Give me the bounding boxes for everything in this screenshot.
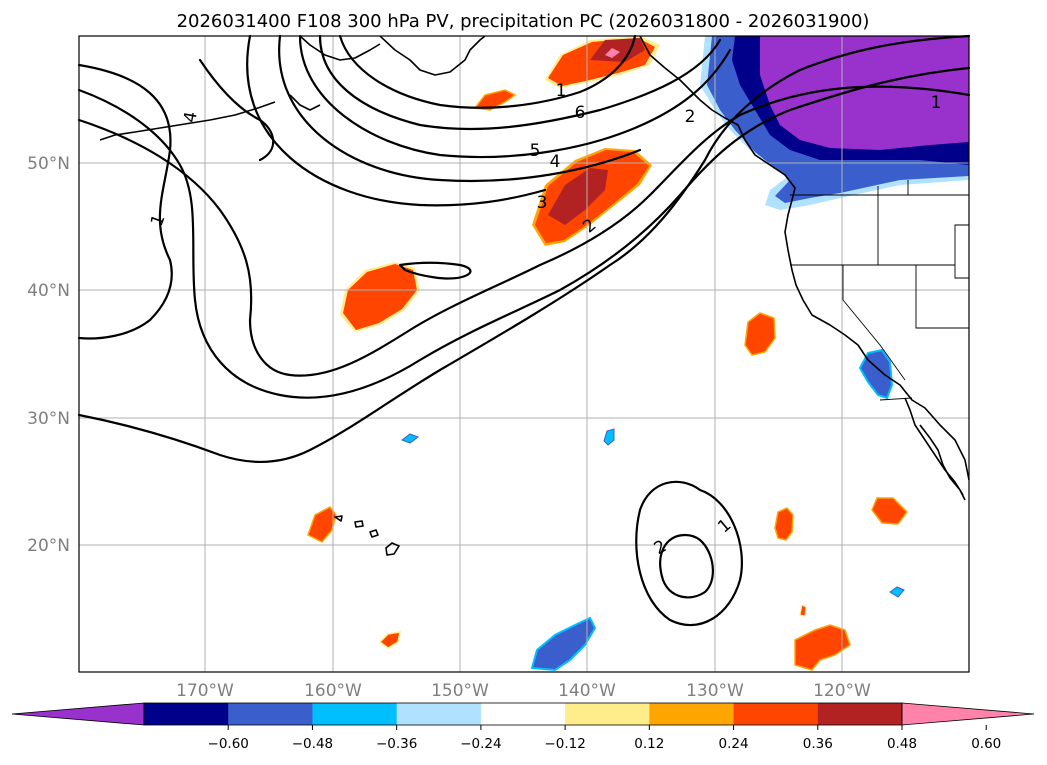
- lat-label: 40°N: [27, 281, 70, 301]
- lat-label: 50°N: [27, 154, 70, 174]
- colorbar-tick-label: 0.60: [971, 736, 1001, 752]
- coastlines: [99, 35, 970, 556]
- colorbar-segment: [649, 703, 735, 725]
- colorbar-segment: [565, 703, 650, 725]
- positive-precip-blob-tiny-s: [799, 604, 807, 617]
- contour-label: 3: [537, 193, 548, 213]
- colorbar-segment: [733, 703, 819, 725]
- contour-label: 2: [685, 107, 696, 127]
- contour-label: 1: [931, 93, 942, 113]
- map-frame: [78, 35, 970, 673]
- positive-precip-blob-tiny-sw: [378, 631, 401, 649]
- contour-label: 4: [180, 110, 202, 124]
- negative-precip-blob-tiny2: [603, 428, 615, 446]
- colorbar-tick-label: −0.36: [376, 736, 417, 752]
- lon-label: 140°W: [558, 681, 616, 701]
- latitude-labels: 50°N 40°N 30°N 20°N: [27, 154, 70, 556]
- lon-label: 160°W: [304, 681, 362, 701]
- lon-label: 120°W: [813, 681, 871, 701]
- positive-precip-blob-hawaii: [307, 506, 337, 543]
- colorbar-extend-high: [901, 702, 1035, 726]
- positive-precip-blob-east-small: [744, 312, 776, 356]
- lon-label: 170°W: [176, 681, 234, 701]
- positive-precip-blob-west: [340, 262, 420, 332]
- colorbar-tick-label: 0.36: [803, 736, 833, 752]
- contour-label: 4: [550, 152, 561, 172]
- colorbar-extend-low: [11, 702, 145, 726]
- lon-label: 130°W: [686, 681, 744, 701]
- colorbar-tick-label: 0.48: [887, 736, 917, 752]
- lat-label: 20°N: [27, 536, 70, 556]
- negative-precip-blob-tiny3: [889, 586, 905, 598]
- longitude-labels: 170°W 160°W 150°W 140°W 130°W 120°W: [176, 681, 871, 701]
- colorbar-segment: [312, 703, 398, 725]
- lon-label: 150°W: [431, 681, 489, 701]
- negative-precip-blob-california: [858, 348, 894, 400]
- positive-precip-blob-se1: [774, 507, 794, 541]
- negative-precip-blob-tiny1: [400, 433, 420, 444]
- colorbar-tick-label: −0.24: [460, 736, 501, 752]
- figure-title: 2026031400 F108 300 hPa PV, precipitatio…: [177, 11, 870, 32]
- colorbar-tick-label: −0.12: [544, 736, 585, 752]
- positive-precip-blob-se3: [794, 624, 851, 671]
- political-borders: [790, 180, 970, 401]
- colorbar-tick-label: −0.48: [292, 736, 333, 752]
- colorbar-segment: [228, 703, 313, 725]
- contour-label: 1: [556, 81, 567, 101]
- colorbar-segment: [144, 703, 229, 725]
- negative-precip-blob-south: [530, 616, 597, 672]
- contour-label: 6: [575, 103, 586, 123]
- pv-contours: [77, 34, 971, 626]
- colorbar-segment: [480, 703, 566, 725]
- map-panel: 1 1 1 1 2 2 2 3 4 4 5 6: [77, 34, 971, 673]
- colorbar-segment: [396, 703, 482, 725]
- positive-precip-blob-small-north: [473, 89, 517, 111]
- colorbar-tick-label: 0.24: [719, 736, 749, 752]
- colorbar-frame: [143, 702, 903, 726]
- colorbar-tick-label: −0.60: [208, 736, 249, 752]
- colorbar-tick-label: 0.12: [634, 736, 664, 752]
- positive-precip-blob-se2: [871, 497, 908, 525]
- lat-label: 30°N: [27, 409, 70, 429]
- colorbar: −0.60 −0.48 −0.36 −0.24 −0.12 0.12 0.24 0.36 0.4…: [11, 702, 1035, 752]
- colorbar-segment: [817, 703, 903, 725]
- contour-label: 5: [530, 141, 541, 161]
